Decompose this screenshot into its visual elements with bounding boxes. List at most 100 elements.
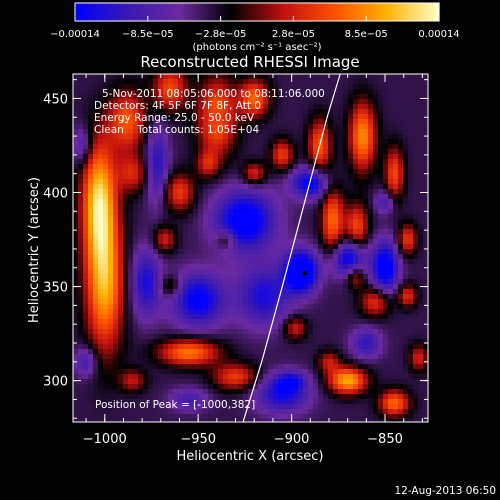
heatmap-cell bbox=[238, 264, 244, 270]
heatmap-cell bbox=[123, 139, 129, 145]
heatmap-cell bbox=[408, 184, 414, 190]
heatmap-cell bbox=[153, 269, 159, 275]
heatmap-cell bbox=[193, 249, 199, 255]
heatmap-cell bbox=[408, 309, 414, 315]
heatmap-cell bbox=[158, 124, 164, 130]
heatmap-cell bbox=[148, 324, 154, 330]
heatmap-cell bbox=[303, 354, 309, 360]
heatmap-cell bbox=[238, 119, 244, 125]
heatmap-cell bbox=[223, 389, 229, 395]
heatmap-cell bbox=[178, 89, 184, 95]
heatmap-cell bbox=[213, 84, 219, 90]
heatmap-cell bbox=[233, 354, 239, 360]
heatmap-cell bbox=[73, 269, 79, 275]
heatmap-cell bbox=[228, 124, 234, 130]
heatmap-cell bbox=[288, 399, 294, 405]
heatmap-cell bbox=[83, 364, 89, 370]
heatmap-cell bbox=[373, 244, 379, 250]
heatmap-cell bbox=[353, 309, 359, 315]
heatmap-cell bbox=[118, 404, 124, 410]
heatmap-cell bbox=[123, 249, 129, 255]
heatmap-cell bbox=[323, 334, 329, 340]
heatmap-cell bbox=[88, 384, 94, 390]
heatmap-cell bbox=[348, 274, 354, 280]
heatmap-cell bbox=[308, 319, 314, 325]
heatmap-cell bbox=[303, 154, 309, 160]
heatmap-cell bbox=[163, 299, 169, 305]
heatmap-cell bbox=[88, 404, 94, 410]
heatmap-cell bbox=[243, 314, 249, 320]
heatmap-cell bbox=[218, 154, 224, 160]
heatmap-cell bbox=[83, 209, 89, 215]
heatmap-cell bbox=[178, 369, 184, 375]
heatmap-cell bbox=[383, 349, 389, 355]
heatmap-cell bbox=[323, 164, 329, 170]
heatmap-cell bbox=[283, 279, 289, 285]
heatmap-cell bbox=[248, 214, 254, 220]
heatmap-cell bbox=[288, 184, 294, 190]
heatmap-cell bbox=[108, 329, 114, 335]
heatmap-cell bbox=[133, 154, 139, 160]
heatmap-cell bbox=[388, 164, 394, 170]
heatmap-cell bbox=[108, 244, 114, 250]
heatmap-cell bbox=[73, 259, 79, 265]
heatmap-cell bbox=[153, 284, 159, 290]
heatmap-cell bbox=[408, 149, 414, 155]
heatmap-cell bbox=[308, 334, 314, 340]
heatmap-cell bbox=[203, 339, 209, 345]
heatmap-cell bbox=[88, 364, 94, 370]
heatmap-cell bbox=[383, 229, 389, 235]
heatmap-cell bbox=[223, 189, 229, 195]
heatmap-cell bbox=[398, 159, 404, 165]
colorbar-cell bbox=[326, 3, 331, 21]
heatmap-cell bbox=[308, 409, 314, 415]
heatmap-cell bbox=[408, 194, 414, 200]
heatmap-cell bbox=[218, 104, 224, 110]
heatmap-cell bbox=[373, 164, 379, 170]
heatmap-cell bbox=[283, 169, 289, 175]
heatmap-cell bbox=[293, 134, 299, 140]
heatmap-cell bbox=[388, 194, 394, 200]
heatmap-cell bbox=[358, 174, 364, 180]
heatmap-cell bbox=[98, 279, 104, 285]
heatmap-cell bbox=[168, 144, 174, 150]
heatmap-cell bbox=[413, 84, 419, 90]
heatmap-cell bbox=[313, 349, 319, 355]
heatmap-cell bbox=[263, 104, 269, 110]
heatmap-cell bbox=[168, 199, 174, 205]
heatmap-cell bbox=[278, 204, 284, 210]
heatmap-cell bbox=[408, 134, 414, 140]
heatmap-cell bbox=[308, 244, 314, 250]
heatmap-cell bbox=[203, 229, 209, 235]
colorbar-cell bbox=[348, 3, 352, 21]
heatmap-cell bbox=[153, 179, 159, 185]
colorbar-cell bbox=[405, 3, 410, 21]
heatmap-cell bbox=[153, 384, 159, 390]
heatmap-cell bbox=[383, 389, 389, 395]
heatmap-cell bbox=[113, 369, 119, 375]
heatmap-cell bbox=[233, 104, 239, 110]
heatmap-cell bbox=[423, 324, 428, 330]
heatmap-cell bbox=[218, 134, 224, 140]
heatmap-cell bbox=[403, 359, 409, 365]
heatmap-cell bbox=[128, 259, 134, 265]
heatmap-cell bbox=[193, 119, 199, 125]
heatmap-cell bbox=[198, 319, 204, 325]
heatmap-cell bbox=[188, 94, 194, 100]
heatmap-cell bbox=[133, 284, 139, 290]
heatmap-cell bbox=[383, 124, 389, 130]
heatmap-cell bbox=[118, 349, 124, 355]
heatmap-cell bbox=[408, 99, 414, 105]
heatmap-cell bbox=[243, 184, 249, 190]
heatmap-cell bbox=[223, 204, 229, 210]
heatmap-cell bbox=[218, 369, 224, 375]
heatmap-cell bbox=[383, 334, 389, 340]
heatmap-cell bbox=[193, 359, 199, 365]
heatmap-cell bbox=[158, 409, 164, 415]
heatmap-cell bbox=[418, 374, 424, 380]
heatmap-cell bbox=[338, 344, 344, 350]
heatmap-cell bbox=[418, 234, 424, 240]
heatmap-cell bbox=[168, 94, 174, 100]
heatmap-cell bbox=[163, 354, 169, 360]
heatmap-cell bbox=[303, 124, 309, 130]
